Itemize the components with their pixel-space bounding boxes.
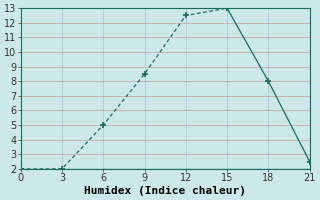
X-axis label: Humidex (Indice chaleur): Humidex (Indice chaleur) [84,186,246,196]
